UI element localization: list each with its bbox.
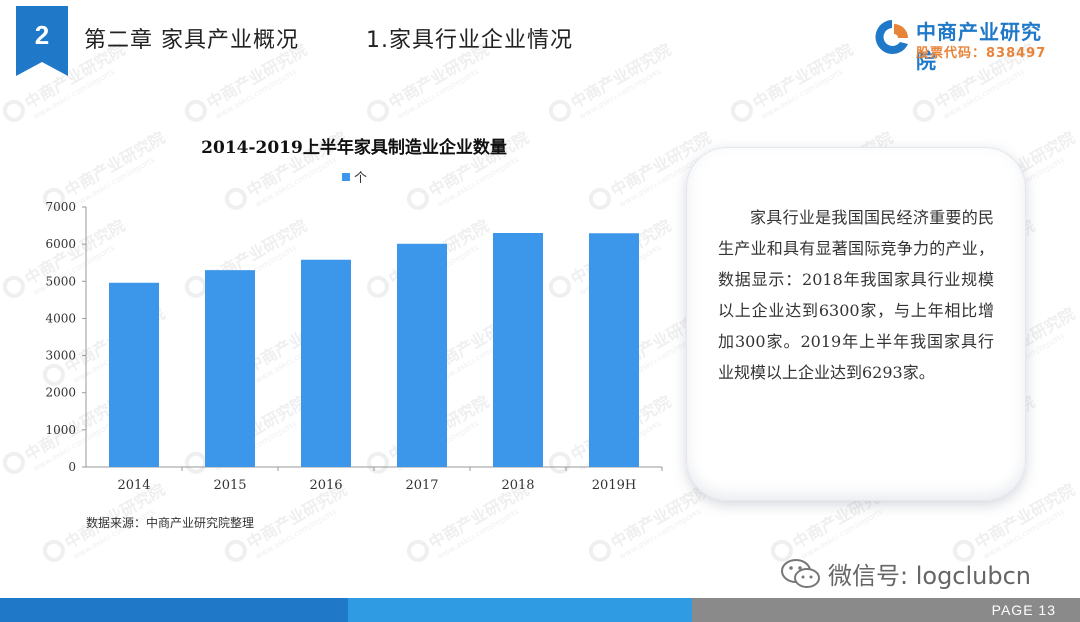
y-tick-label: 2000 xyxy=(45,386,76,400)
x-tick-label: 2017 xyxy=(405,478,438,493)
legend-swatch xyxy=(342,173,350,181)
bar xyxy=(589,233,639,467)
y-tick-label: 5000 xyxy=(45,274,76,288)
x-tick-label: 2018 xyxy=(501,478,534,493)
x-tick-label: 2019H xyxy=(592,478,636,493)
bar xyxy=(397,243,447,467)
chapter-number: 2 xyxy=(34,20,50,50)
wechat-icon xyxy=(781,559,820,588)
logo-stock-code: 股票代码：838497 xyxy=(916,46,1047,61)
y-tick-label: 4000 xyxy=(45,311,76,325)
bar xyxy=(493,233,543,467)
y-tick-label: 7000 xyxy=(45,200,76,214)
x-tick-label: 2015 xyxy=(213,478,246,493)
chart-title: 2014-2019上半年家具制造业企业数量 xyxy=(201,137,507,158)
bar xyxy=(301,259,351,467)
page-number: PAGE 13 xyxy=(991,602,1056,618)
description-card xyxy=(687,148,1025,500)
y-tick-label: 0 xyxy=(68,460,76,474)
bar xyxy=(205,270,255,467)
description-text-container: 家具行业是我国国民经济重要的民生产业和具有显著国际竞争力的产业，数据显示：201… xyxy=(718,202,994,388)
footer-accent-light xyxy=(348,598,692,622)
chapter-title: 第二章 家具产业概况 xyxy=(84,28,299,53)
description-text: 家具行业是我国国民经济重要的民生产业和具有显著国际竞争力的产业，数据显示：201… xyxy=(718,208,994,382)
legend-label: 个 xyxy=(354,171,367,186)
source-note: 数据来源：中商产业研究院整理 xyxy=(86,516,255,530)
x-tick-label: 2014 xyxy=(117,478,150,493)
chapter-badge: 2 xyxy=(16,6,68,76)
company-logo: 中商产业研究院 股票代码：838497 xyxy=(872,16,1062,73)
bar xyxy=(109,282,159,467)
footer-accent-dark xyxy=(0,598,348,622)
x-tick-label: 2016 xyxy=(309,478,342,493)
y-tick-label: 3000 xyxy=(45,349,76,363)
y-tick-label: 6000 xyxy=(45,237,76,251)
section-title: 1.家具行业企业情况 xyxy=(366,28,573,53)
logo-mark-icon xyxy=(875,20,908,54)
wechat-watermark: 微信号: logclubcn xyxy=(780,556,1060,590)
y-tick-label: 1000 xyxy=(45,423,76,437)
wechat-id: 微信号: logclubcn xyxy=(828,562,1032,590)
logo-name: 中商产业研究院 xyxy=(916,20,1042,73)
